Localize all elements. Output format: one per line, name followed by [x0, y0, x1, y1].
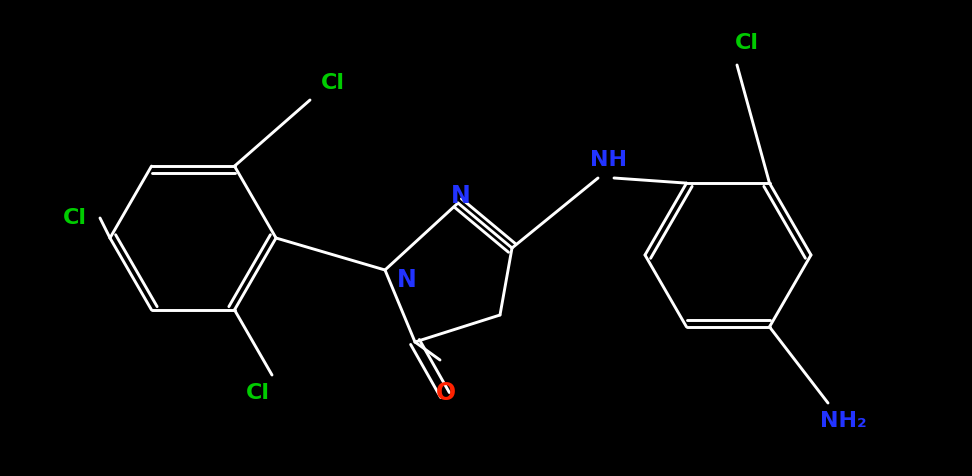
Text: NH₂: NH₂	[819, 411, 866, 431]
Text: N: N	[398, 268, 417, 292]
Text: O: O	[435, 381, 456, 405]
Text: NH: NH	[589, 150, 627, 170]
Text: Cl: Cl	[321, 73, 345, 93]
Text: Cl: Cl	[735, 33, 759, 53]
Text: Cl: Cl	[63, 208, 87, 228]
Text: N: N	[451, 184, 470, 208]
Text: Cl: Cl	[246, 383, 270, 403]
